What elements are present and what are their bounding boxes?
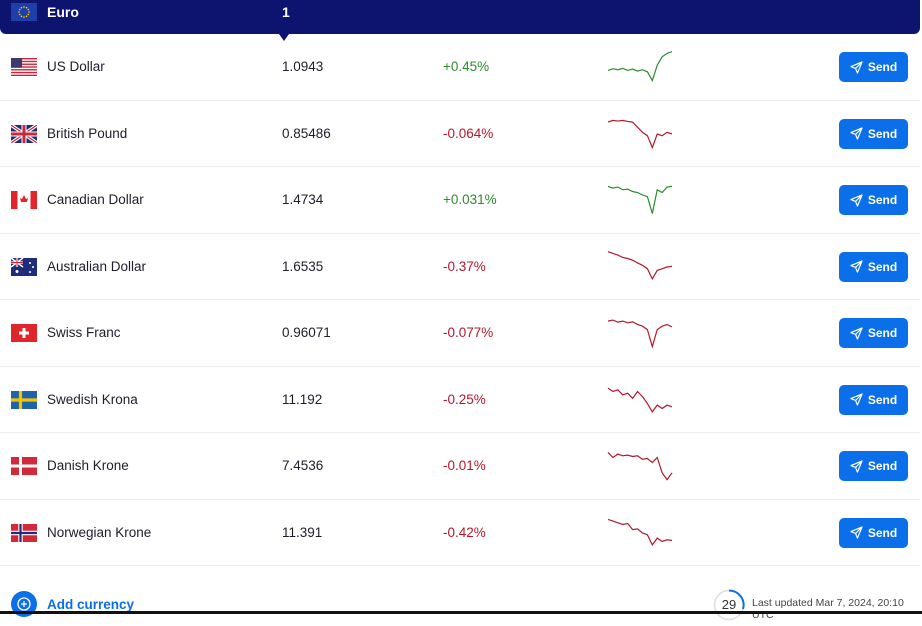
ca-flag-icon	[11, 191, 37, 214]
exchange-rate: 11.192	[282, 391, 323, 407]
sparkline-chart	[607, 518, 673, 546]
currency-row[interactable]: Norwegian Krone 11.391 -0.42% Send	[0, 500, 920, 566]
paper-plane-icon	[850, 393, 863, 406]
send-button[interactable]: Send	[839, 517, 908, 548]
paper-plane-icon	[850, 260, 863, 273]
exchange-rate: 1.0943	[282, 59, 324, 74]
change-percent: -0.064%	[443, 125, 494, 141]
ch-flag-icon	[11, 324, 37, 347]
send-label: Send	[867, 126, 898, 141]
change-percent: -0.42%	[443, 524, 486, 540]
exchange-rate: 7.4536	[282, 458, 324, 473]
change-percent: +0.45%	[443, 59, 490, 74]
change-percent: -0.01%	[443, 458, 486, 473]
change-percent: -0.077%	[443, 325, 494, 340]
exchange-rate: 0.96071	[282, 325, 331, 340]
send-label: Send	[867, 459, 898, 473]
send-label: Send	[867, 60, 898, 74]
base-currency-bar[interactable]: Euro 1	[0, 0, 920, 34]
gb-flag-icon	[10, 123, 38, 148]
no-flag-icon	[11, 523, 37, 547]
currency-row[interactable]: British Pound 0.85486 -0.064% Send	[0, 101, 920, 167]
change-percent: -0.37%	[443, 258, 486, 274]
exchange-rate: 0.85486	[282, 125, 331, 141]
change-percent: -0.25%	[443, 391, 486, 407]
sparkline-chart	[607, 319, 673, 349]
currency-row[interactable]: Danish Krone 7.4536 -0.01% Send	[0, 433, 920, 500]
add-currency-label: Add currency	[47, 596, 135, 612]
currency-name: British Pound	[47, 125, 128, 141]
sparkline-line	[607, 518, 673, 546]
paper-plane-icon	[850, 459, 863, 473]
dk-flag-icon	[11, 457, 37, 480]
sparkline-chart	[607, 51, 673, 83]
currency-name: Danish Krone	[47, 458, 129, 473]
bottom-edge	[0, 611, 922, 614]
caret-icon	[279, 34, 289, 41]
refresh-countdown: 29	[713, 589, 745, 626]
currency-row[interactable]: Swiss Franc 0.96071 -0.077% Send	[0, 300, 920, 367]
sparkline-chart	[607, 185, 673, 214]
currency-name: Norwegian Krone	[47, 524, 152, 540]
exchange-rate: 1.6535	[282, 258, 324, 274]
send-label: Send	[867, 193, 898, 207]
exchange-rate: 1.4734	[282, 192, 324, 207]
sparkline-line	[607, 185, 673, 214]
base-amount[interactable]: 1	[282, 4, 290, 20]
sparkline-chart	[607, 250, 673, 280]
currency-name: US Dollar	[47, 59, 105, 74]
send-label: Send	[867, 392, 898, 407]
countdown-value: 29	[721, 597, 737, 612]
base-currency-name: Euro	[47, 4, 79, 20]
sparkline-chart	[607, 119, 673, 149]
sparkline-line	[607, 319, 673, 349]
currency-name: Australian Dollar	[47, 258, 147, 274]
sparkline-line	[607, 451, 673, 481]
currency-name: Swedish Krona	[47, 391, 138, 407]
last-updated: Last updated Mar 7, 2024, 20:10 UTC	[752, 597, 904, 621]
sparkline-line	[607, 119, 673, 149]
send-button[interactable]: Send	[839, 318, 908, 348]
send-label: Send	[867, 525, 898, 540]
sparkline-chart	[607, 451, 673, 481]
paper-plane-icon	[850, 127, 863, 140]
eu-flag-icon	[11, 3, 37, 26]
sparkline-line	[607, 387, 673, 413]
paper-plane-icon	[850, 526, 863, 539]
paper-plane-icon	[850, 326, 863, 340]
sparkline-line	[607, 250, 673, 280]
change-percent: +0.031%	[443, 192, 497, 207]
send-button[interactable]: Send	[839, 118, 908, 149]
currency-row[interactable]: Australian Dollar 1.6535 -0.37% Send	[0, 234, 920, 300]
currency-row[interactable]: Swedish Krona 11.192 -0.25% Send	[0, 367, 920, 433]
exchange-rate: 11.391	[282, 524, 323, 540]
sparkline-chart	[607, 387, 673, 413]
send-button[interactable]: Send	[839, 451, 908, 481]
send-button[interactable]: Send	[839, 52, 908, 82]
send-button[interactable]: Send	[839, 251, 908, 282]
send-label: Send	[867, 326, 898, 340]
send-button[interactable]: Send	[839, 384, 908, 415]
currency-row[interactable]: Canadian Dollar 1.4734 +0.031% Send	[0, 167, 920, 234]
send-label: Send	[867, 259, 898, 274]
currency-row[interactable]: US Dollar 1.0943 +0.45% Send	[0, 34, 920, 101]
paper-plane-icon	[850, 60, 863, 74]
us-flag-icon	[11, 58, 37, 81]
currency-name: Swiss Franc	[47, 325, 121, 340]
currency-name: Canadian Dollar	[47, 192, 144, 207]
sparkline-line	[607, 51, 673, 83]
send-button[interactable]: Send	[839, 185, 908, 215]
se-flag-icon	[11, 390, 37, 414]
paper-plane-icon	[850, 193, 863, 207]
au-flag-icon	[10, 256, 37, 281]
